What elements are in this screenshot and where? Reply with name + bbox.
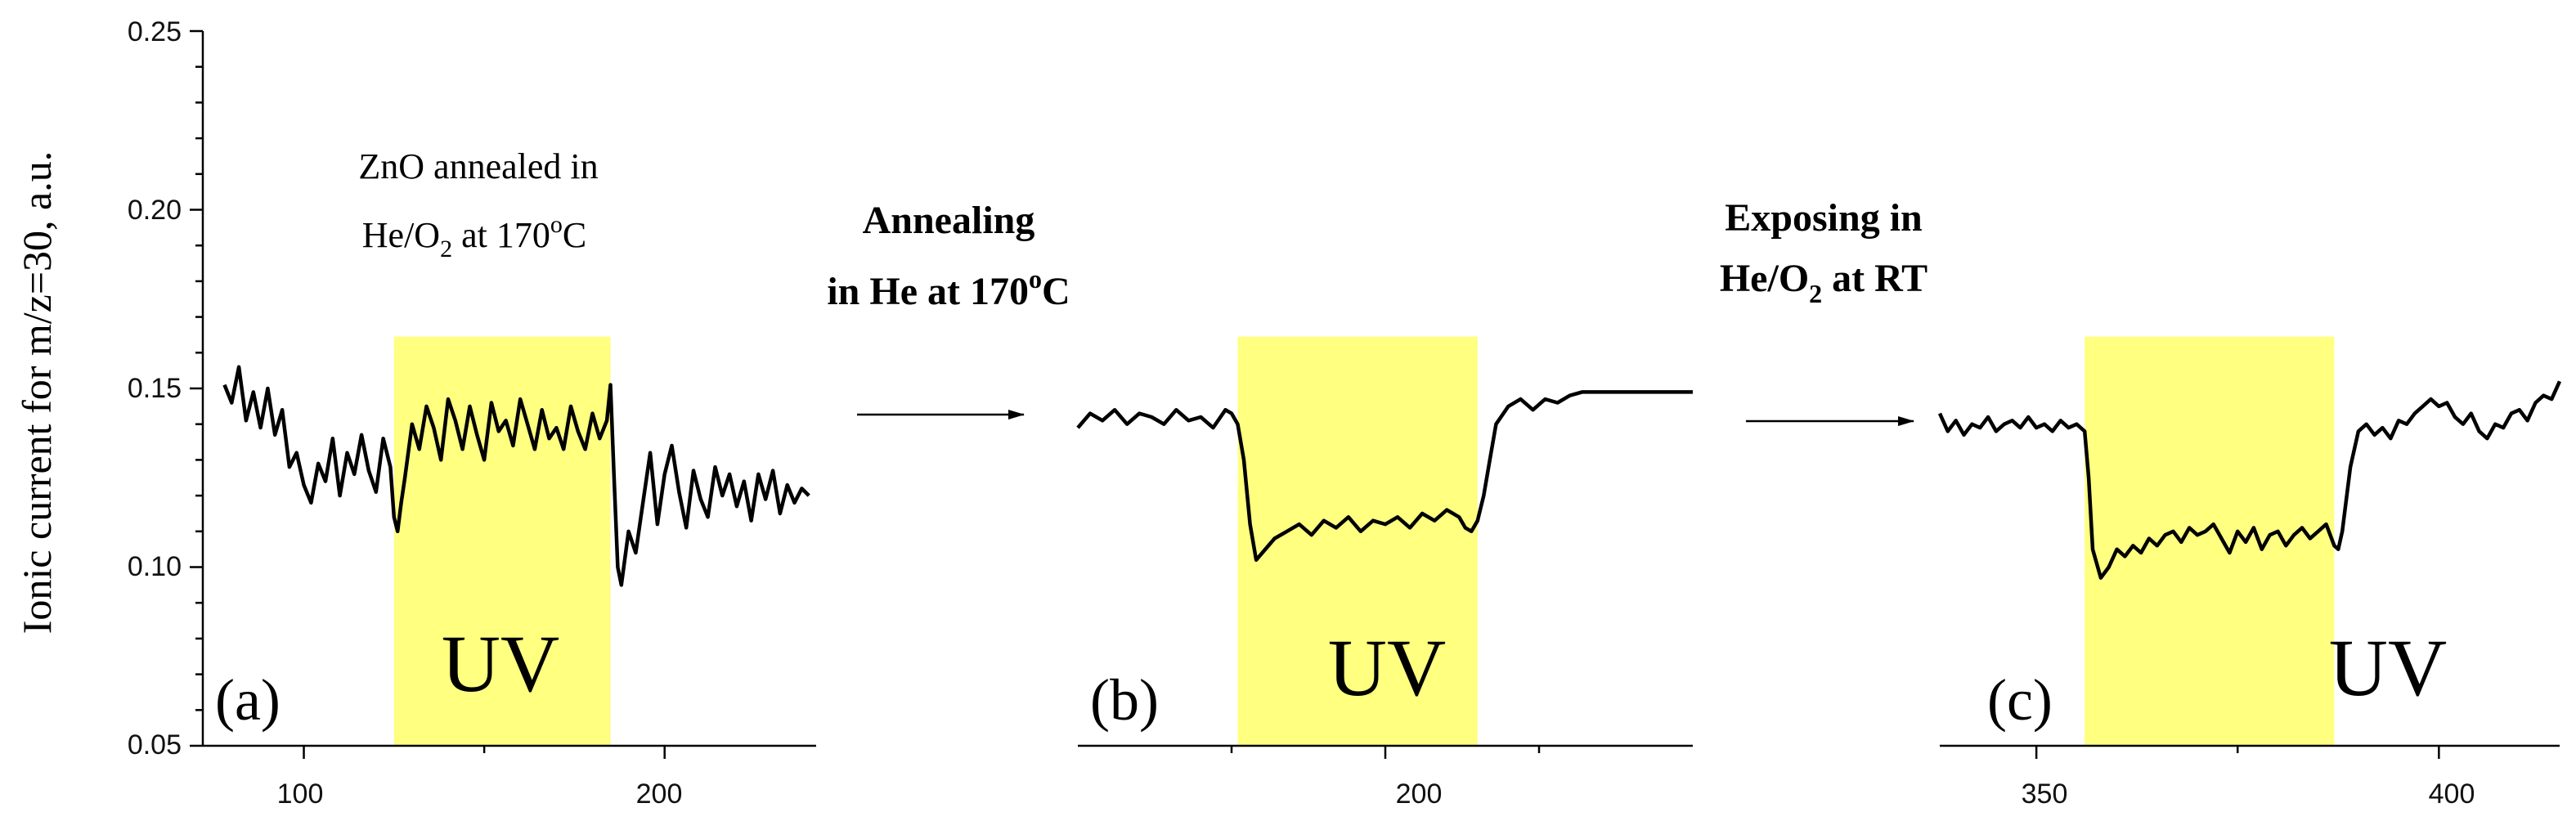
arrow2-label-line2: He/O2 at RT (1720, 257, 1928, 308)
uv-label-b: UV (1328, 622, 1446, 713)
axes-panel-a (190, 29, 816, 759)
uv-region-a (393, 336, 611, 746)
series-line-a (222, 365, 810, 587)
ytick-label: 0.25 (128, 16, 182, 47)
xtick-label: 400 (2429, 778, 2475, 810)
arrow2-label-line1: Exposing in (1725, 196, 1922, 240)
annotation-line2: He/O2 at 170oC (362, 211, 586, 262)
xtick-label: 200 (636, 778, 683, 810)
xtick-label: 200 (1396, 778, 1443, 810)
uv-label-c: UV (2329, 622, 2447, 713)
arrow1-label-line1: Annealing (863, 199, 1035, 242)
panel-label-a: (a) (215, 667, 280, 733)
series-line-b (1076, 390, 1693, 563)
panel-label-b: (b) (1090, 667, 1159, 733)
uv-region-c (2085, 336, 2335, 746)
ytick-label: 0.15 (128, 373, 182, 404)
annotation-line1: ZnO annealed in (358, 146, 598, 186)
series-line-c (1937, 380, 2562, 580)
panel-label-c: (c) (1987, 667, 2053, 733)
arrow1-label-line2: in He at 170oC (827, 264, 1070, 313)
y-axis-title: Ionic current for m/z=30, a.u. (14, 151, 60, 634)
axes-panel-c (1940, 744, 2560, 759)
ytick-label: 0.20 (128, 195, 182, 226)
ytick-label: 0.05 (128, 729, 182, 760)
ytick-label: 0.10 (128, 551, 182, 582)
uv-label-a: UV (442, 618, 559, 709)
xtick-label: 350 (2022, 778, 2068, 810)
axes-panel-b (1078, 744, 1693, 759)
uv-region-b (1237, 336, 1478, 746)
xtick-label: 100 (277, 778, 324, 810)
